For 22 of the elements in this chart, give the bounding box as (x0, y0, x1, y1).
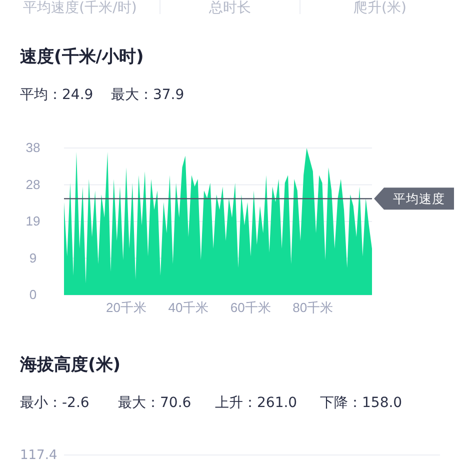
y-tick-label: 38 (26, 140, 40, 156)
text: 最大：70.6 (118, 395, 192, 411)
ref-line-label: 平均速度 (393, 191, 445, 206)
text: 总时长 (208, 0, 251, 16)
chart-title: 速度(千米/小时) (20, 47, 144, 67)
text: 平均速度(千米/时) (23, 0, 137, 16)
y-tick-label: 9 (29, 250, 37, 266)
label-tag: 平均速度 (374, 188, 454, 210)
text: 下降：158.0 (320, 395, 402, 411)
text: 爬升(米) (354, 0, 406, 16)
text: 上升：261.0 (215, 395, 298, 411)
text: 117.4 (20, 448, 58, 460)
x-tick-label: 80千米 (292, 300, 334, 315)
y-tick-label: 28 (26, 176, 40, 192)
x-tick-label: 20千米 (106, 300, 146, 315)
chart-subtitle: 平均：24.9 最大：37.9 (20, 87, 184, 103)
x-tick-label: 40千米 (168, 300, 209, 315)
y-tick-label: 19 (26, 214, 40, 229)
text: 海拔高度(米) (19, 355, 121, 375)
y-tick-label: 0 (29, 287, 37, 302)
text: 最小：-2.6 (20, 395, 90, 411)
x-tick-label: 60千米 (230, 300, 271, 315)
